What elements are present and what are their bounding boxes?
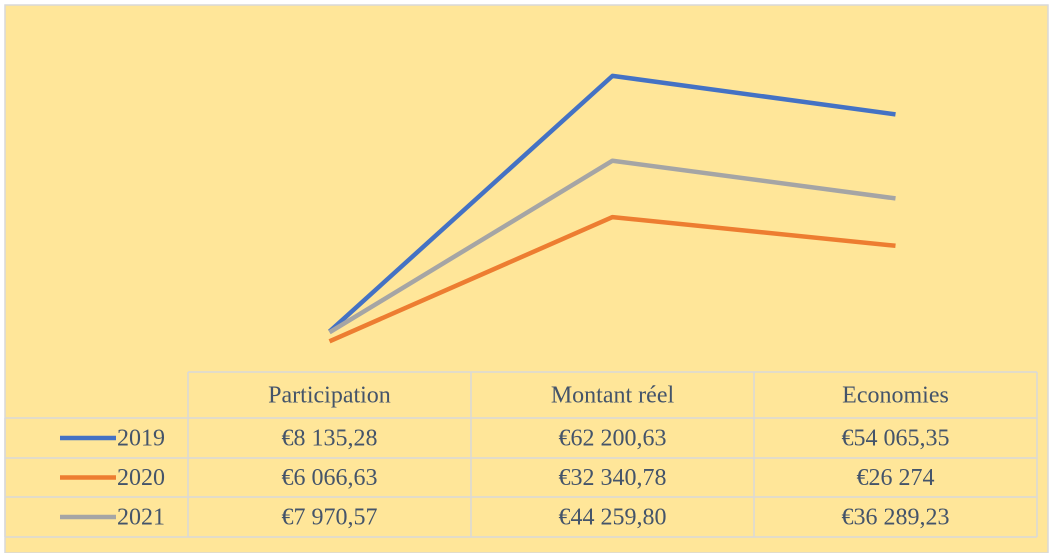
table-cell: €54 065,35	[842, 426, 950, 452]
legend-label: 2021	[117, 505, 165, 531]
table-cell: €62 200,63	[559, 426, 667, 452]
series-line	[328, 214, 896, 344]
chart-area	[4, 4, 1049, 554]
series-line	[328, 158, 896, 335]
table-cell: €44 259,80	[559, 505, 667, 531]
table-cell: €7 970,57	[282, 505, 378, 531]
legend-label: 2019	[117, 426, 165, 452]
legend-label: 2020	[117, 465, 165, 491]
table-cell: €32 340,78	[559, 465, 667, 491]
table-cell: €8 135,28	[282, 426, 378, 452]
column-header: Montant réel	[551, 383, 675, 409]
table-cell: €6 066,63	[282, 465, 378, 491]
series-line	[327, 73, 896, 334]
table-cell: €26 274	[857, 465, 935, 491]
column-header: Participation	[268, 383, 391, 409]
table-cell: €36 289,23	[842, 505, 950, 531]
column-header: Economies	[842, 383, 949, 409]
